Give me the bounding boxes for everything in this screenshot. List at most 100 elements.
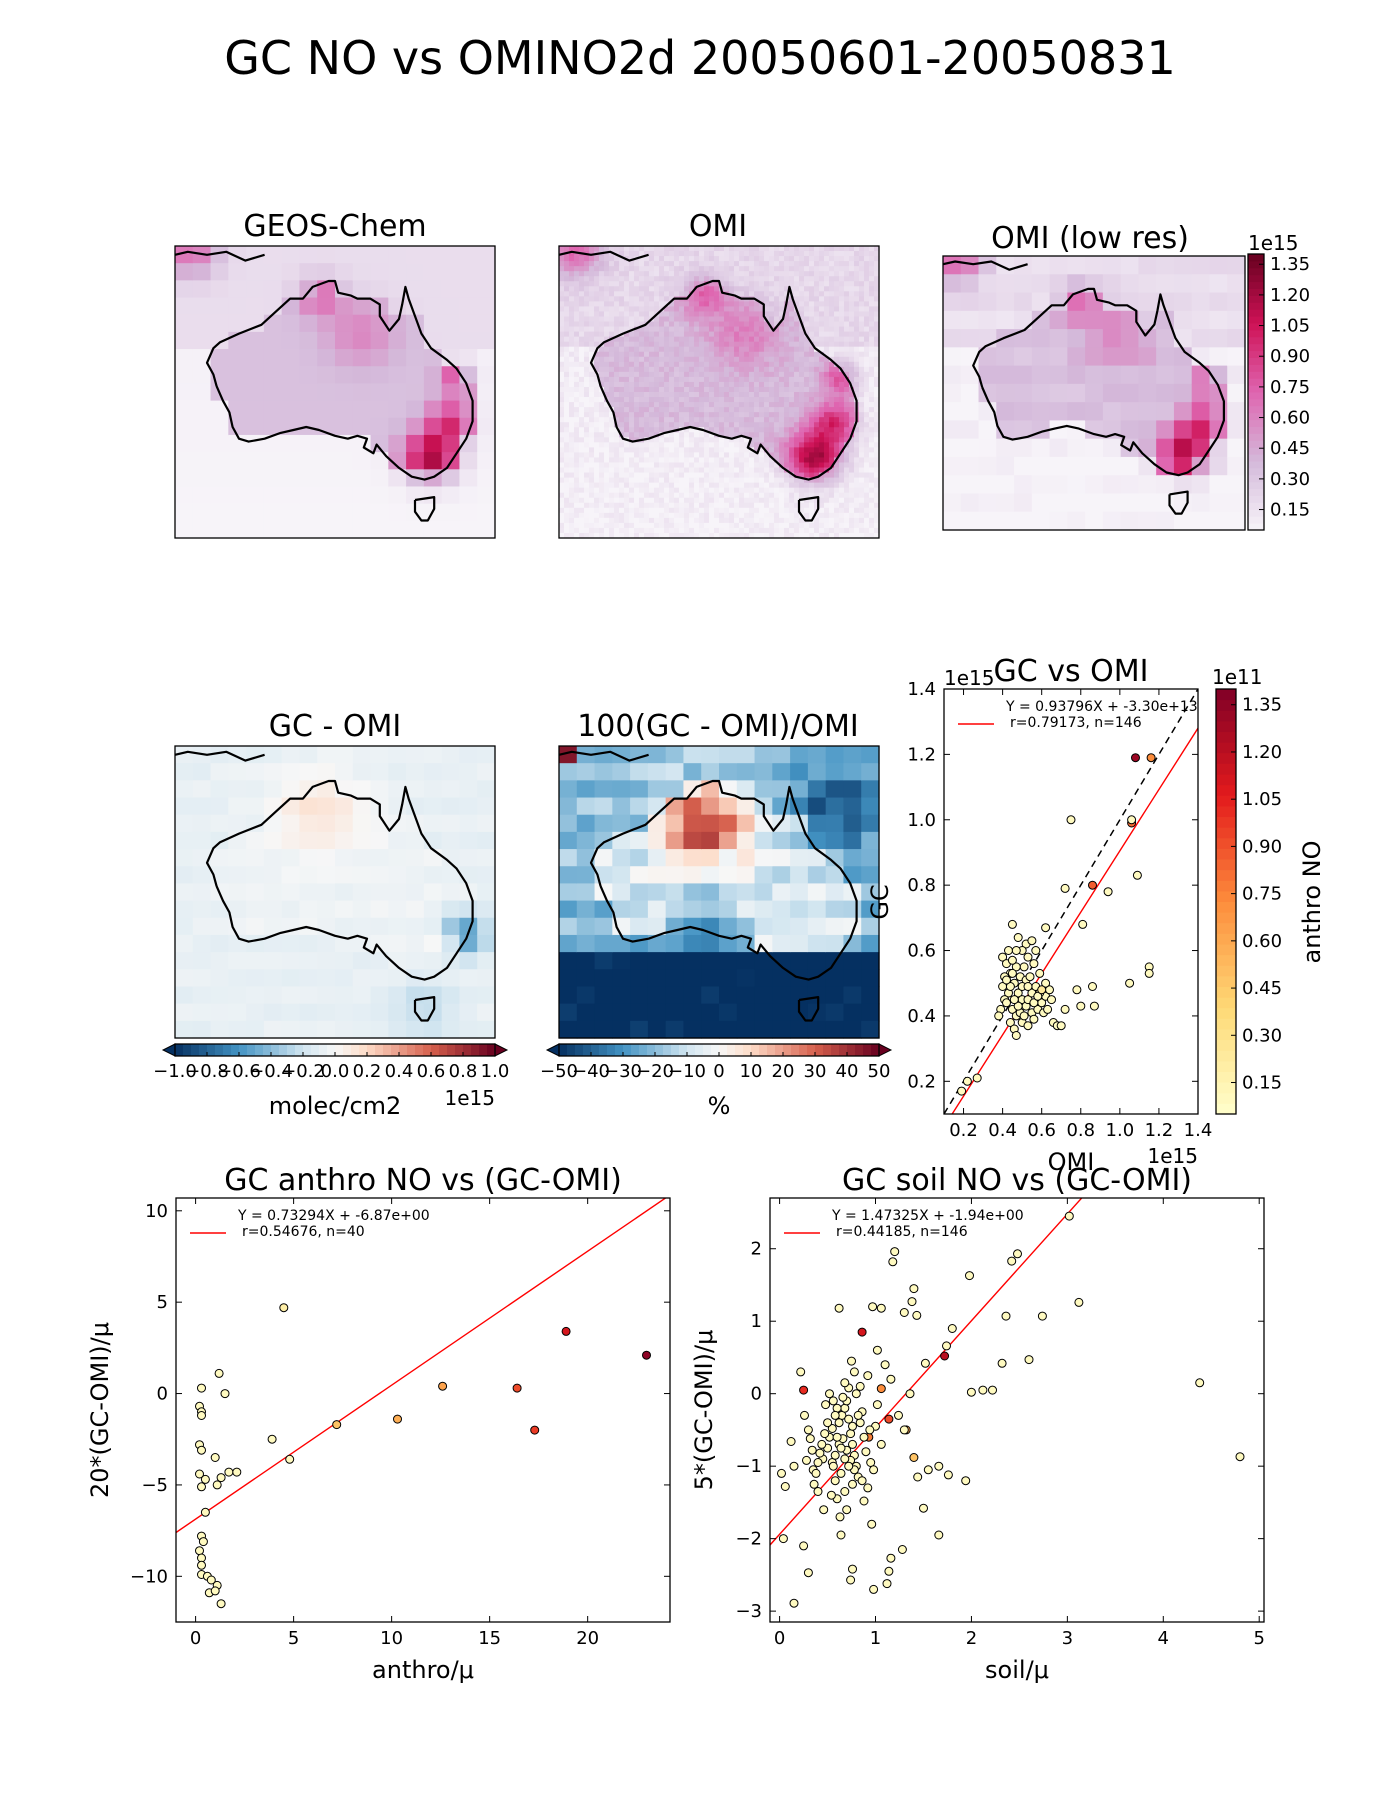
map-cell [299, 763, 318, 781]
map-cell [352, 952, 372, 970]
map-cell [674, 532, 680, 539]
map-cell [579, 371, 585, 378]
map-cell [769, 497, 775, 504]
map-cell [1209, 493, 1228, 513]
map-cell [744, 502, 750, 509]
map-cell [669, 487, 675, 494]
map-cell [644, 482, 650, 489]
map-cell [1102, 456, 1122, 476]
map-cell [609, 346, 615, 353]
map-cell [559, 883, 578, 902]
map-cell [579, 472, 585, 479]
map-cell [281, 383, 301, 402]
map-cell [779, 366, 785, 373]
map-cell [804, 512, 810, 519]
map-cell [869, 447, 875, 454]
map-cell [864, 296, 870, 302]
map-cell [210, 900, 229, 919]
map-cell [829, 386, 835, 393]
map-cell [854, 246, 860, 252]
map-cell [604, 381, 610, 388]
map-cell [714, 321, 720, 328]
map-cell [388, 969, 407, 988]
map-cell [659, 397, 665, 403]
map-cell [599, 286, 605, 292]
map-cell [774, 497, 780, 504]
map-cell [335, 383, 354, 402]
map-cell [317, 1003, 336, 1022]
map-cell [604, 452, 610, 459]
map-cell [210, 486, 229, 505]
map-cell [599, 336, 605, 343]
map-cell [352, 417, 372, 436]
map-cell [441, 297, 461, 316]
map-cell [719, 407, 725, 413]
map-cell [604, 351, 610, 358]
map-cell [774, 306, 780, 313]
map-cell [729, 452, 735, 459]
map-cell [654, 361, 660, 368]
map-cell [729, 437, 735, 443]
map-cell [859, 472, 865, 479]
map-cell [263, 797, 283, 816]
map-cell [609, 331, 615, 338]
map-cell [624, 301, 630, 308]
map-cell [854, 437, 860, 443]
map-cell [192, 1003, 212, 1022]
map-cell [649, 402, 655, 408]
map-cell [794, 281, 800, 287]
map-cell [709, 346, 715, 353]
map-cell [624, 336, 630, 343]
map-cell [1067, 365, 1086, 385]
map-cell [699, 392, 705, 398]
map-cell [654, 336, 660, 343]
map-cell [834, 251, 840, 257]
map-cell [859, 517, 865, 524]
map-cell [263, 297, 283, 316]
map-cell [759, 477, 765, 484]
map-cell [764, 251, 770, 257]
map-cell [719, 452, 725, 459]
map-cell [699, 497, 705, 504]
map-cell [719, 412, 725, 418]
map-cell [634, 326, 640, 333]
map-cell [734, 256, 740, 262]
map-cell [624, 276, 630, 282]
map-cell [639, 361, 645, 368]
map-cell [749, 376, 755, 383]
map-cell [844, 276, 850, 282]
map-cell [814, 522, 820, 529]
map-cell [559, 271, 565, 277]
map-cell [654, 507, 660, 514]
map-cell [874, 532, 880, 539]
map-cell [774, 311, 780, 318]
map-cell [736, 746, 756, 764]
map-cell [559, 462, 565, 469]
map-cell [779, 442, 785, 448]
map-cell [754, 371, 760, 378]
map-cell [299, 400, 318, 419]
map-cell [1173, 256, 1193, 275]
map-cell [859, 276, 865, 282]
map-cell [584, 246, 590, 252]
map-cell [1209, 438, 1228, 458]
map-cell [699, 442, 705, 448]
map-cell [629, 291, 635, 297]
map-cell [569, 397, 575, 403]
map-cell [689, 281, 695, 287]
map-cell [352, 263, 372, 281]
map-cell [854, 517, 860, 524]
map-cell [654, 457, 660, 464]
map-cell [861, 849, 880, 867]
map-cell [779, 286, 785, 292]
map-cell [210, 297, 229, 316]
map-cell [854, 472, 860, 479]
map-cell [829, 246, 835, 252]
map-cell [679, 467, 685, 474]
map-cell [819, 366, 825, 373]
map-cell [564, 266, 570, 272]
map-cell [943, 347, 962, 367]
map-cell [584, 376, 590, 383]
map-cell [814, 467, 820, 474]
map-cell [624, 296, 630, 302]
